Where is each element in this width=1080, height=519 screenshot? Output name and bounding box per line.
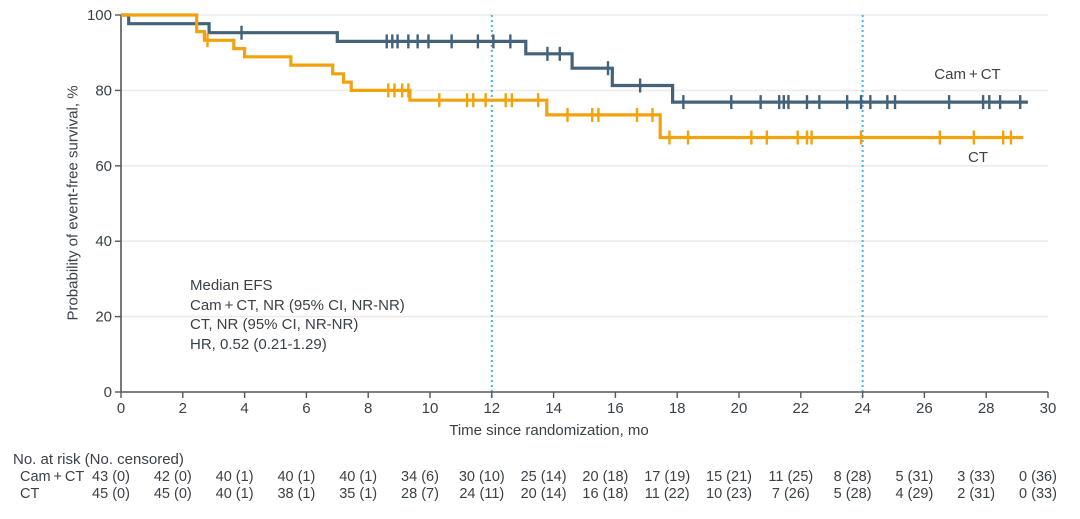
- y-tick-label: 80: [95, 82, 112, 99]
- risk-cell: 4 (29): [895, 486, 934, 502]
- risk-cell: 8 (28): [833, 469, 872, 485]
- x-tick-label: 30: [1040, 400, 1057, 417]
- x-tick-label: 12: [483, 400, 500, 417]
- x-tick-label: 8: [364, 400, 372, 417]
- y-axis-title: Probability of event-free survival, %: [64, 85, 82, 321]
- annotation-line-ct: CT, NR (95% CI, NR-NR): [190, 316, 359, 333]
- risk-cell: 35 (1): [339, 486, 378, 502]
- risk-row-label-cam-ct: Cam + CT: [20, 469, 85, 485]
- x-tick-label: 22: [792, 400, 809, 417]
- risk-cell: 17 (19): [644, 469, 691, 485]
- x-tick-label: 10: [422, 400, 439, 417]
- risk-cell: 34 (6): [401, 469, 439, 485]
- risk-cell: 45 (0): [92, 486, 130, 502]
- risk-cell: 30 (10): [458, 469, 505, 485]
- risk-cell: 28 (7): [401, 486, 439, 502]
- risk-cell: 0 (36): [1019, 469, 1057, 485]
- x-tick-label: 0: [117, 400, 125, 417]
- y-tick-label: 20: [95, 309, 112, 326]
- y-tick-label: 60: [95, 158, 112, 175]
- series-curve-ct: [121, 13, 1024, 140]
- annotation-line-median-efs: Median EFS: [190, 277, 273, 294]
- risk-cell: 25 (14): [520, 469, 567, 485]
- curve-label-cam-ct: Cam + CT: [934, 66, 1001, 83]
- y-tick-label: 0: [104, 384, 112, 401]
- risk-cell: 40 (1): [277, 469, 316, 485]
- annotation-line-cam-ct: Cam + CT, NR (95% CI, NR-NR): [190, 296, 405, 314]
- risk-row-ct: CT 45 (0) 45 (0) 40 (1) 38 (1) 35 (1) 28 (7) 2…: [0, 486, 1080, 502]
- risk-cell: 40 (1): [339, 469, 378, 485]
- risk-cell: 2 (31): [957, 486, 996, 502]
- median-efs-annotation: Median EFS Cam + CT, NR (95% CI, NR-NR) …: [190, 276, 405, 354]
- x-tick-label: 24: [854, 400, 871, 417]
- risk-row-label-ct: CT: [20, 486, 40, 502]
- annotation-line-hr: HR, 0.52 (0.21-1.29): [190, 335, 327, 353]
- x-tick-label: 2: [179, 400, 187, 417]
- x-tick-label: 16: [607, 400, 624, 417]
- risk-cell: 20 (14): [520, 486, 567, 502]
- risk-cell: 10 (23): [706, 486, 752, 502]
- risk-row-cam-ct: Cam + CT 43 (0) 42 (0) 40 (1) 40 (1) 40 (1) 3…: [0, 469, 1080, 485]
- risk-cell: 5 (31): [895, 469, 934, 485]
- risk-row-values-ct: 45 (0) 45 (0) 40 (1) 38 (1) 35 (1) 28 (7) 24 (…: [0, 486, 1080, 502]
- risk-cell: 42 (0): [153, 469, 192, 485]
- x-tick-label: 6: [302, 400, 310, 417]
- risk-row-values-cam-ct: 43 (0) 42 (0) 40 (1) 40 (1) 40 (1) 34 (6) 30 (…: [0, 469, 1080, 485]
- y-tick-label: 40: [95, 233, 112, 250]
- risk-cell: 15 (21): [706, 469, 752, 485]
- y-tick-label: 100: [87, 7, 112, 24]
- risk-cell: 0 (33): [1019, 486, 1057, 502]
- risk-table-header: No. at risk (No. censored): [13, 451, 184, 468]
- series-curve-cam-ct: [121, 13, 1028, 104]
- x-tick-label: 14: [545, 400, 562, 417]
- risk-cell: 40 (1): [215, 486, 254, 502]
- x-axis-title: Time since randomization, mo: [449, 422, 649, 439]
- risk-cell: 43 (0): [92, 469, 130, 485]
- x-tick-label: 18: [669, 400, 686, 417]
- x-tick-label: 28: [978, 400, 995, 417]
- risk-cell: 11 (22): [644, 486, 690, 502]
- risk-cell: 7 (26): [771, 486, 810, 502]
- risk-cell: 3 (33): [957, 469, 996, 485]
- risk-cell: 45 (0): [153, 486, 192, 502]
- risk-cell: 38 (1): [277, 486, 316, 502]
- x-tick-label: 26: [916, 400, 933, 417]
- risk-cell: 40 (1): [215, 469, 254, 485]
- risk-cell: 5 (28): [833, 486, 872, 502]
- risk-cell: 16 (18): [582, 486, 629, 502]
- risk-cell: 11 (25): [768, 469, 814, 485]
- risk-cell: 24 (11): [459, 486, 505, 502]
- curve-label-ct: CT: [968, 149, 988, 166]
- x-tick-label: 20: [731, 400, 748, 417]
- risk-cell: 20 (18): [582, 469, 629, 485]
- x-tick-label: 4: [240, 400, 248, 417]
